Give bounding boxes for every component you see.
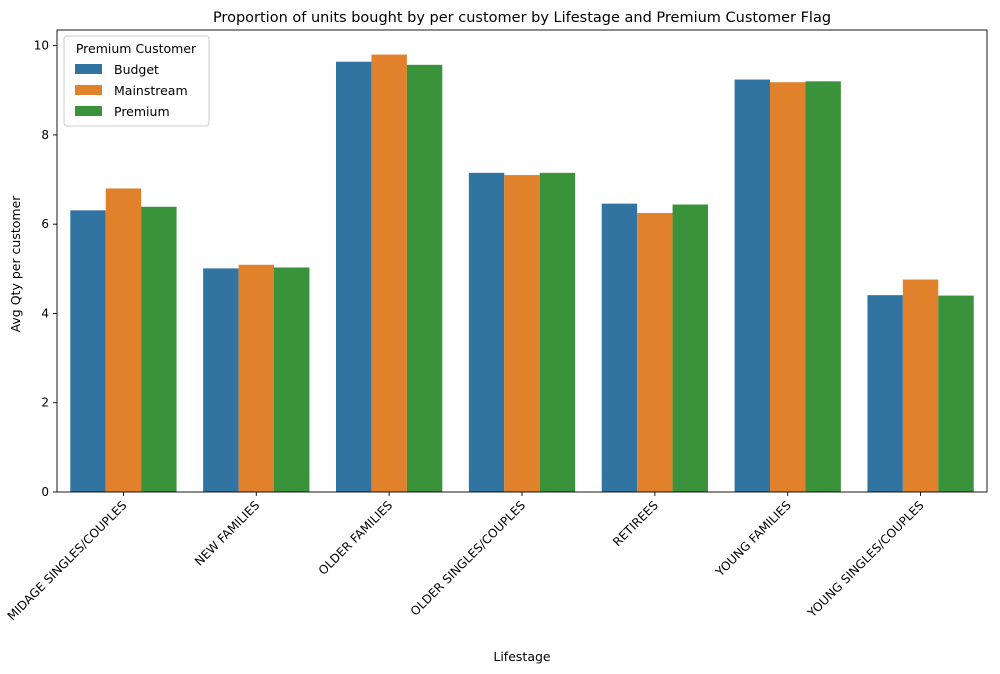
plot-area (56, 29, 988, 493)
bar-premium-3 (539, 172, 576, 492)
bar-mainstream-2 (371, 54, 407, 493)
x-tick-label: YOUNG FAMILIES (712, 498, 794, 580)
y-axis-label: Avg Qty per customer (8, 195, 23, 333)
x-tick-label: OLDER SINGLES/COUPLES (408, 498, 528, 618)
bar-budget-2 (336, 61, 372, 492)
legend-swatch-premium (75, 106, 102, 116)
y-tick-label: 4 (41, 306, 49, 320)
legend-title: Premium Customer (76, 41, 197, 56)
y-tick-label: 2 (41, 396, 49, 410)
bar-mainstream-4 (637, 213, 673, 492)
x-axis-label: Lifestage (493, 649, 551, 664)
x-tick-label: RETIREES (610, 498, 661, 549)
x-tick-label: YOUNG SINGLES/COUPLES (804, 498, 926, 620)
bar-budget-6 (867, 295, 903, 492)
bar-budget-1 (203, 268, 239, 492)
legend-frame (63, 35, 210, 127)
bar-premium-6 (938, 295, 974, 492)
bar-mainstream-0 (105, 188, 142, 492)
bar-premium-0 (141, 206, 177, 492)
bar-premium-1 (274, 267, 310, 492)
legend-label-mainstream: Mainstream (114, 83, 188, 98)
legend-label-budget: Budget (114, 62, 159, 77)
chart-title: Proportion of units bought by per custom… (213, 10, 831, 26)
legend-swatch-budget (75, 64, 102, 74)
bar-budget-3 (468, 172, 505, 492)
legend-label-premium: Premium (114, 104, 170, 119)
bar-mainstream-3 (504, 175, 540, 492)
y-tick-label: 10 (34, 39, 49, 53)
bar-premium-4 (672, 204, 708, 492)
x-axis: MIDAGE SINGLES/COUPLES NEW FAMILIES OLDER … (5, 492, 927, 623)
bar-budget-5 (734, 79, 770, 493)
bar-budget-4 (601, 203, 638, 492)
bar-premium-5 (805, 81, 841, 492)
y-tick-label: 6 (41, 217, 49, 231)
legend-swatch-mainstream (75, 85, 102, 95)
x-tick-label: MIDAGE SINGLES/COUPLES (5, 498, 130, 623)
bar-mainstream-6 (902, 279, 939, 492)
legend-items: Budget Mainstream Premium (75, 62, 188, 119)
legend: Premium Customer Budget Mainstream Premium (63, 35, 210, 127)
x-tick-label: NEW FAMILIES (192, 498, 262, 568)
bar-budget-0 (70, 210, 106, 492)
bar-premium-2 (406, 64, 443, 492)
bar-mainstream-1 (238, 264, 274, 492)
y-tick-label: 0 (41, 485, 49, 499)
x-tick-label: OLDER FAMILIES (316, 498, 396, 578)
y-tick-label: 8 (41, 128, 49, 142)
bar-mainstream-5 (770, 82, 806, 492)
y-axis: 0 2 4 6 8 10 (34, 39, 57, 499)
